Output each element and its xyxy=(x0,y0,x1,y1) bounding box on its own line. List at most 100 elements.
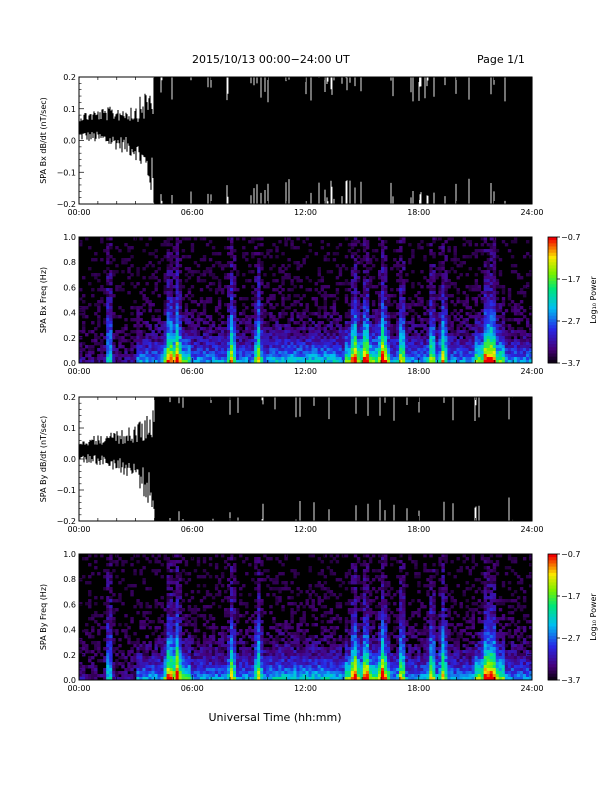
spectrogram-cell xyxy=(459,336,463,340)
spectrogram-cell xyxy=(202,641,207,645)
spectrogram-cell xyxy=(230,303,234,307)
spectrogram-cell xyxy=(172,357,177,361)
spectrogram-cell xyxy=(365,285,370,289)
spectrogram-cell xyxy=(426,330,430,334)
spectrogram-cell xyxy=(193,653,198,657)
spectrogram-cell xyxy=(223,354,228,358)
spectrogram-cell xyxy=(175,650,180,654)
spectrogram-cell xyxy=(390,342,394,346)
spectrogram-cell xyxy=(353,240,358,244)
spectrogram-cell xyxy=(217,261,222,265)
spectrogram-cell xyxy=(456,276,460,280)
spectrogram-cell xyxy=(175,665,180,669)
spectrogram-cell xyxy=(450,237,454,241)
spectrogram-cell xyxy=(121,339,125,343)
spectrogram-cell xyxy=(230,351,234,355)
spectrogram-cell xyxy=(91,671,95,675)
spectrogram-cell xyxy=(483,261,488,265)
spectrogram-cell xyxy=(112,629,116,633)
spectrogram-cell xyxy=(411,339,415,343)
spectrogram-cell xyxy=(299,312,303,316)
spectrogram-cell xyxy=(214,345,219,349)
spectrogram-cell xyxy=(172,671,177,675)
spectrogram-cell xyxy=(323,285,328,289)
spectrogram-cell xyxy=(468,351,472,355)
spectrogram-cell xyxy=(365,318,370,322)
spectrogram-cell xyxy=(154,342,158,346)
spectrogram-cell xyxy=(97,647,101,651)
spectrogram-cell xyxy=(142,342,146,346)
spectrogram-cell xyxy=(79,671,83,675)
spectrogram-cell xyxy=(513,342,518,346)
spectrogram-cell xyxy=(254,279,258,283)
spectrogram-cell xyxy=(127,662,131,666)
spectrogram-cell xyxy=(251,357,255,361)
spectrogram-cell xyxy=(178,632,183,636)
spectrogram-cell xyxy=(402,297,406,301)
spectrogram-cell xyxy=(181,312,186,316)
spectrogram-cell xyxy=(332,321,337,325)
spectrogram-cell xyxy=(100,674,104,678)
spectrogram-cell xyxy=(121,629,125,633)
spectrogram-cell xyxy=(293,246,297,250)
spectrogram-cell xyxy=(115,599,119,603)
spectrogram-cell xyxy=(254,306,258,310)
spectrogram-cell xyxy=(172,563,177,567)
spectrogram-cell xyxy=(381,273,385,277)
spectrogram-cell xyxy=(302,321,306,325)
spectrogram-cell xyxy=(374,330,379,334)
spectrogram-cell xyxy=(154,641,158,645)
spectrogram-cell xyxy=(522,354,527,358)
spectrogram-cell xyxy=(100,354,104,358)
spectrogram-cell xyxy=(453,357,457,361)
spectrogram-cell xyxy=(311,342,315,346)
spectrogram-cell xyxy=(148,671,152,675)
spectrogram-cell xyxy=(145,357,149,361)
spectrogram-cell xyxy=(516,360,521,364)
spectrogram-cell xyxy=(377,345,382,349)
spectrogram-cell xyxy=(193,629,198,633)
spectrogram-cell xyxy=(429,276,433,280)
spectrogram-cell xyxy=(239,336,243,340)
spectrogram-cell xyxy=(399,237,403,241)
spectrogram-cell xyxy=(118,593,122,597)
spectrogram-cell xyxy=(483,276,488,280)
spectrogram-cell xyxy=(374,324,379,328)
spectrogram-cell xyxy=(109,617,113,621)
spectrogram-cell xyxy=(169,285,174,289)
spectrogram-cell xyxy=(480,315,485,319)
spectrogram-cell xyxy=(489,333,494,337)
spectrogram-cell xyxy=(450,321,454,325)
spectrogram-cell xyxy=(408,330,412,334)
spectrogram-cell xyxy=(202,644,207,648)
spectrogram-cell xyxy=(489,306,494,310)
spectrogram-cell xyxy=(293,336,297,340)
spectrogram-cell xyxy=(387,345,391,349)
spectrogram-cell xyxy=(118,662,122,666)
spectrogram-cell xyxy=(242,252,246,256)
spectrogram-cell xyxy=(489,360,494,364)
spectrogram-cell xyxy=(429,354,433,358)
spectrogram-cell xyxy=(94,336,98,340)
spectrogram-cell xyxy=(226,641,231,645)
spectrogram-cell xyxy=(254,336,258,340)
spectrogram-cell xyxy=(317,324,321,328)
spectrogram-cell xyxy=(160,336,164,340)
spectrogram-cell xyxy=(393,300,397,304)
spectrogram-cell xyxy=(528,255,533,259)
spectrogram-cell xyxy=(91,351,95,355)
spectrogram-cell xyxy=(121,653,125,657)
spectrogram-cell xyxy=(444,357,448,361)
spectrogram-cell xyxy=(281,270,285,274)
spectrogram-cell xyxy=(88,632,92,636)
spectrogram-cell xyxy=(160,644,164,648)
spectrogram-cell xyxy=(402,342,406,346)
spectrogram-cell xyxy=(112,354,116,358)
spectrogram-cell xyxy=(287,321,291,325)
spectrogram-cell xyxy=(519,342,524,346)
spectrogram-cell xyxy=(257,339,261,343)
spectrogram-cell xyxy=(462,354,466,358)
spectrogram-cell xyxy=(205,650,210,654)
spectrogram-cell xyxy=(100,554,104,558)
spectrogram-cell xyxy=(217,641,222,645)
